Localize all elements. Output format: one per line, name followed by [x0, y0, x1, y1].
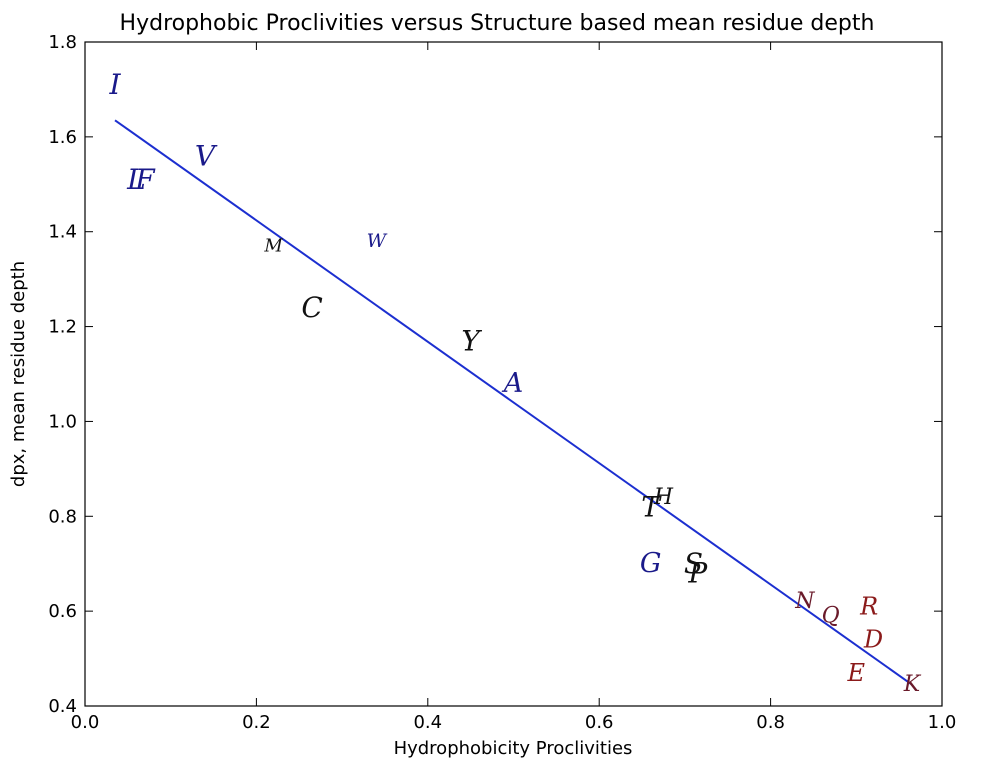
point-N: N: [794, 589, 815, 614]
point-E: E: [847, 659, 866, 687]
x-tick-label: 0.6: [585, 712, 614, 733]
point-V: V: [195, 139, 218, 172]
point-W: W: [367, 230, 388, 252]
point-A: A: [501, 368, 524, 399]
x-tick-label: 1.0: [928, 712, 957, 733]
y-axis-label: dpx, mean residue depth: [8, 261, 29, 487]
x-tick-label: 0.2: [242, 712, 271, 733]
x-tick-label: 0.4: [413, 712, 442, 733]
plot-frame: [84, 41, 943, 707]
point-P: P: [687, 557, 708, 590]
point-L: L: [126, 163, 146, 196]
fit-line: [114, 119, 913, 686]
chart-title: Hydrophobic Proclivities versus Structur…: [120, 11, 875, 36]
axis-ticks: 0.0 0.2 0.4 0.6 0.8 1.0 0.4 0.6 0.8 1.0 1.2 1.4 1.6 1…: [48, 32, 956, 733]
y-tick-label: 0.8: [48, 506, 77, 527]
point-Q: Q: [822, 603, 840, 628]
point-Y: Y: [461, 324, 482, 357]
x-axis-label: Hydrophobicity Proclivities: [394, 738, 633, 759]
point-K: K: [903, 672, 922, 697]
y-tick-label: 1.8: [48, 32, 77, 53]
y-tick-label: 1.0: [48, 411, 77, 432]
x-tick-label: 0.8: [756, 712, 785, 733]
point-R: R: [859, 592, 878, 620]
point-F: F: [134, 163, 156, 196]
y-tick-label: 0.4: [48, 696, 77, 717]
point-M: M: [263, 235, 283, 256]
y-tick-label: 0.6: [48, 601, 77, 622]
point-H: H: [653, 485, 674, 510]
point-T: T: [641, 490, 662, 523]
point-I: I: [108, 68, 121, 101]
y-tick-label: 1.6: [48, 127, 77, 148]
point-C: C: [301, 291, 322, 324]
point-S: S: [684, 547, 703, 580]
y-tick-label: 1.2: [48, 317, 77, 338]
y-tick-label: 1.4: [48, 222, 77, 243]
point-G: G: [640, 548, 662, 579]
fit-line-layer: [114, 119, 913, 686]
x-tick-label: 0.0: [71, 712, 100, 733]
point-D: D: [863, 626, 883, 654]
